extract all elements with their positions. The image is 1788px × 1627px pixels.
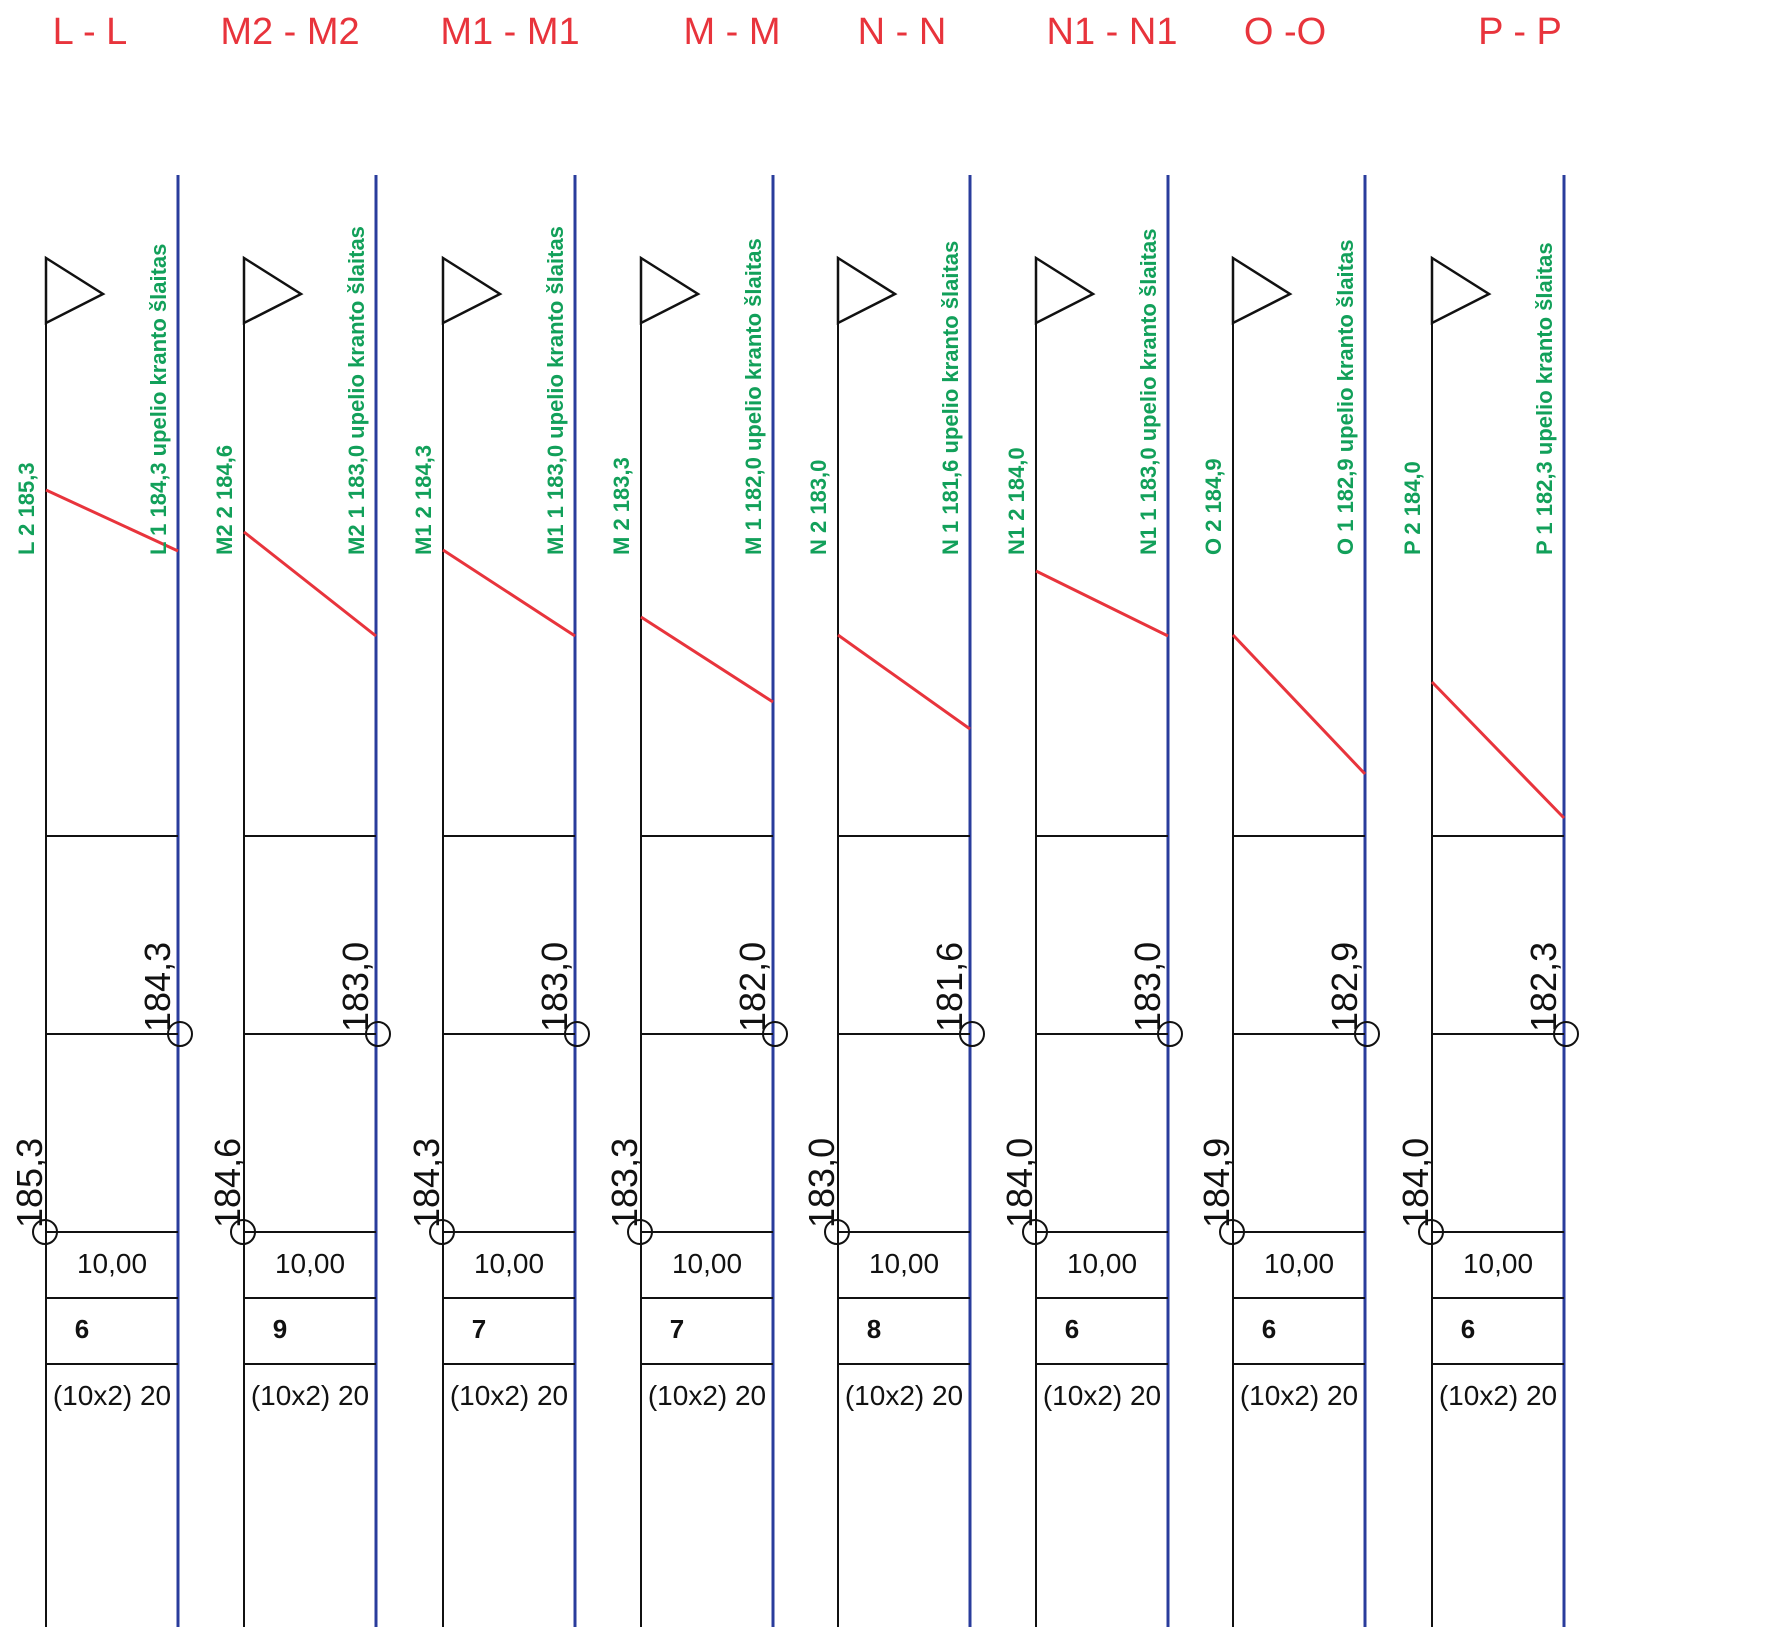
right-elevation-label: 183,0 [335,942,376,1032]
spec-value: (10x2) 20 [1439,1380,1557,1411]
left-elevation-label: 184,3 [406,1138,447,1228]
left-point-marker [429,1219,455,1245]
right-elevation-label: 183,0 [534,942,575,1032]
right-point-label: L 1 184,3 upelio kranto šlaitas [146,244,171,555]
section-title: O -O [1244,11,1326,53]
right-point-marker [1553,1021,1579,1047]
right-elevation-label: 181,6 [929,942,970,1032]
spec-value: (10x2) 20 [1043,1380,1161,1411]
right-point-marker [1157,1021,1183,1047]
section-title: L - L [53,11,128,53]
triangle-marker [441,255,503,326]
left-point-label: O 2 184,9 [1201,458,1226,555]
left-point-label: M 2 183,3 [609,457,634,555]
distance-value: 10,00 [275,1248,345,1279]
left-point-marker [824,1219,850,1245]
ground-profile-line [1035,569,1169,638]
count-value: 6 [75,1314,89,1344]
right-point-marker [959,1021,985,1047]
right-point-marker [365,1021,391,1047]
count-value: 7 [670,1314,684,1344]
left-point-label: M2 2 184,6 [212,445,237,555]
section-title: M - M [683,11,780,53]
section-title: M2 - M2 [220,11,359,53]
ground-profile-line [1231,633,1367,776]
left-point-label: N1 2 184,0 [1004,447,1029,555]
triangle-marker [836,255,898,326]
right-point-marker [762,1021,788,1047]
right-point-label: O 1 182,9 upelio kranto šlaitas [1333,240,1358,555]
right-elevation-label: 182,9 [1324,942,1365,1032]
distance-value: 10,00 [869,1248,939,1279]
triangle-marker [44,255,106,326]
distance-value: 10,00 [77,1248,147,1279]
triangle-marker [242,255,304,326]
spec-value: (10x2) 20 [53,1380,171,1411]
right-elevation-label: 182,0 [732,942,773,1032]
spec-value: (10x2) 20 [648,1380,766,1411]
section-title: P - P [1478,11,1562,53]
right-elevation-label: 182,3 [1523,942,1564,1032]
right-point-label: M2 1 183,0 upelio kranto šlaitas [344,226,369,555]
section-title: N - N [858,11,947,53]
spec-value: (10x2) 20 [845,1380,963,1411]
left-point-label: N 2 183,0 [806,460,831,555]
count-value: 7 [472,1314,486,1344]
right-point-label: N 1 181,6 upelio kranto šlaitas [938,241,963,555]
distance-value: 10,00 [1463,1248,1533,1279]
left-elevation-label: 184,0 [1395,1138,1436,1228]
right-elevation-label: 183,0 [1127,942,1168,1032]
spec-value: (10x2) 20 [251,1380,369,1411]
left-point-label: M1 2 184,3 [411,445,436,555]
left-elevation-label: 185,3 [9,1138,50,1228]
left-point-label: P 2 184,0 [1400,461,1425,555]
left-elevation-label: 183,0 [801,1138,842,1228]
triangle-marker [1430,255,1492,326]
ground-profile-line [640,615,774,704]
ground-profile-line [442,548,576,638]
ground-profile-line [837,633,971,731]
spec-value: (10x2) 20 [1240,1380,1358,1411]
left-point-marker [32,1219,58,1245]
count-value: 8 [867,1314,881,1344]
count-value: 9 [273,1314,287,1344]
left-elevation-label: 183,3 [604,1138,645,1228]
count-value: 6 [1262,1314,1276,1344]
right-point-marker [564,1021,590,1047]
left-point-marker [1022,1219,1048,1245]
triangle-marker [1034,255,1096,326]
distance-value: 10,00 [1264,1248,1334,1279]
right-elevation-label: 184,3 [137,942,178,1032]
left-elevation-label: 184,9 [1196,1138,1237,1228]
distance-value: 10,00 [672,1248,742,1279]
right-point-label: M 1 182,0 upelio kranto šlaitas [741,238,766,555]
ground-profile-line [243,530,377,638]
triangle-marker [1231,255,1293,326]
left-point-marker [1219,1219,1245,1245]
left-point-marker [230,1219,256,1245]
left-point-marker [627,1219,653,1245]
count-value: 6 [1065,1314,1079,1344]
distance-value: 10,00 [1067,1248,1137,1279]
ground-profile-line [1430,680,1566,820]
right-point-marker [167,1021,193,1047]
count-value: 6 [1461,1314,1475,1344]
left-elevation-label: 184,6 [207,1138,248,1228]
right-point-label: P 1 182,3 upelio kranto šlaitas [1532,242,1557,555]
left-elevation-label: 184,0 [999,1138,1040,1228]
left-point-marker [1418,1219,1444,1245]
right-point-marker [1354,1021,1380,1047]
left-point-label: L 2 185,3 [14,462,39,555]
section-title: M1 - M1 [440,11,579,53]
ground-profile-line [45,488,179,553]
distance-value: 10,00 [474,1248,544,1279]
spec-value: (10x2) 20 [450,1380,568,1411]
right-point-label: M1 1 183,0 upelio kranto šlaitas [543,226,568,555]
section-title: N1 - N1 [1047,11,1178,53]
right-point-label: N1 1 183,0 upelio kranto šlaitas [1136,229,1161,555]
triangle-marker [639,255,701,326]
